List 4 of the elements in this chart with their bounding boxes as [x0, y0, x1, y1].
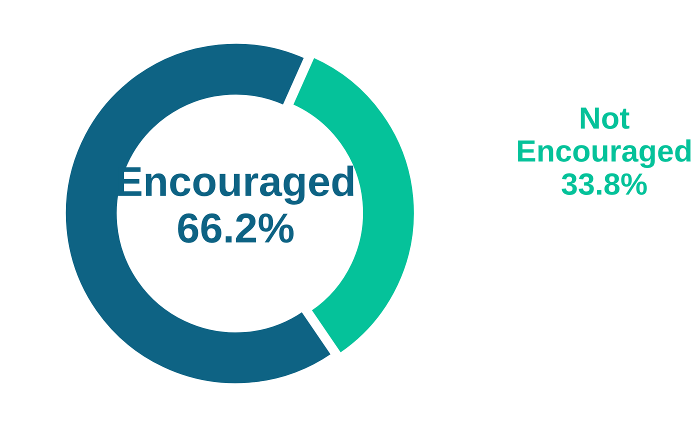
slice-label: Encouraged — [118, 166, 354, 205]
data-label: 33.8% — [562, 173, 647, 195]
data-label: 66.2% — [178, 213, 294, 243]
slice-label: Not Encouraged — [518, 108, 691, 168]
